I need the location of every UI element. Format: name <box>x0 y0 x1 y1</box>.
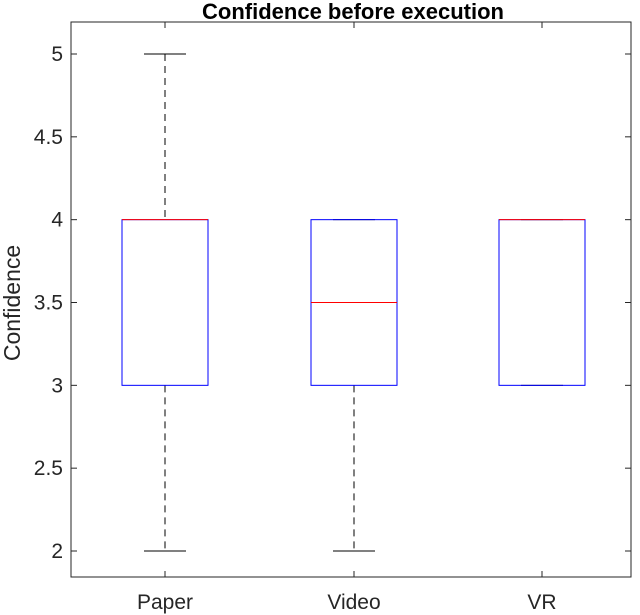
y-tick-label: 4.5 <box>34 126 63 149</box>
y-tick-label: 2 <box>51 540 63 563</box>
plot-area <box>70 21 632 578</box>
y-tick-label: 3 <box>51 374 63 397</box>
x-tick-label: VR <box>527 591 556 614</box>
chart-title: Confidence before execution <box>202 0 504 24</box>
boxes <box>121 53 586 552</box>
y-axis-label: Confidence <box>0 245 25 361</box>
box-iqr <box>121 219 209 386</box>
y-tick-label: 5 <box>51 43 63 66</box>
box-vr <box>498 219 586 386</box>
y-tick-label: 4 <box>51 209 63 232</box>
x-tick-label: Video <box>327 591 380 614</box>
y-axis: 2 2.5 3 3.5 4 4.5 5 <box>34 43 631 563</box>
y-tick-label: 3.5 <box>34 292 63 315</box>
x-tick-label: Paper <box>137 591 193 614</box>
box-iqr <box>498 219 586 386</box>
y-tick-label: 2.5 <box>34 457 63 480</box>
x-axis: Paper Video VR <box>137 22 557 614</box>
box-paper <box>121 53 209 552</box>
box-video <box>310 219 398 552</box>
